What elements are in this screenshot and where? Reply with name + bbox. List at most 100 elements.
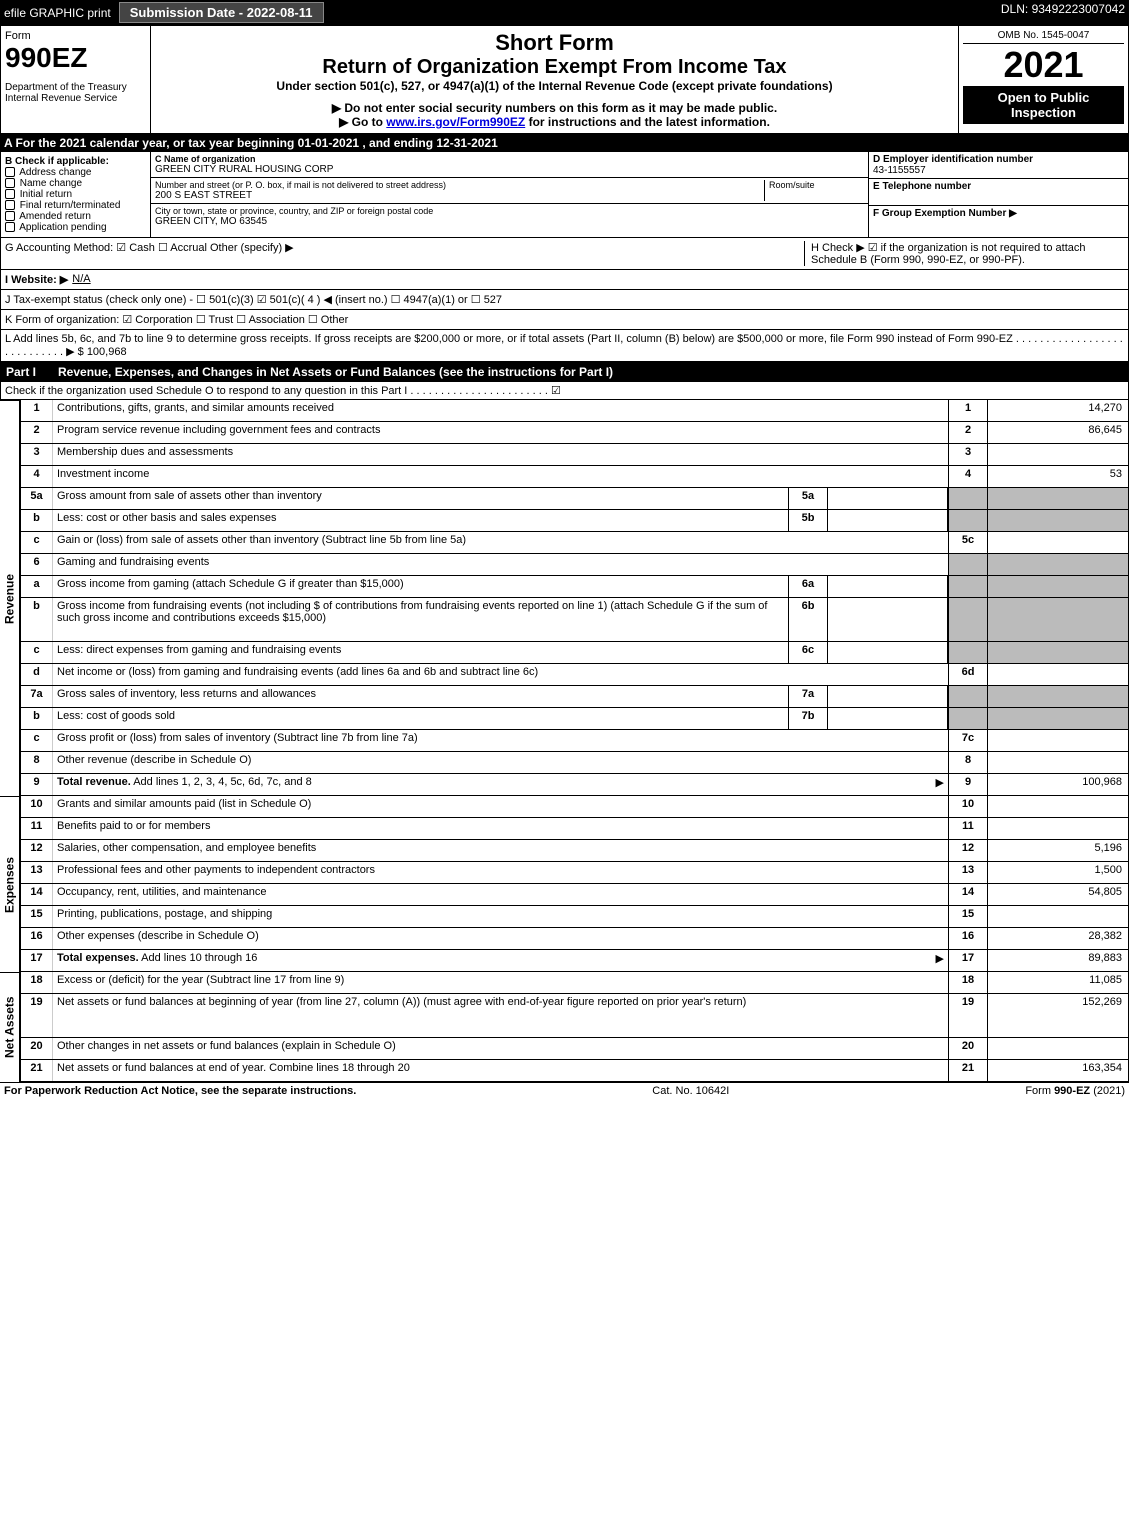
line-mid-ref: 6a xyxy=(788,576,828,597)
line-value: 28,382 xyxy=(988,928,1128,949)
line-ref xyxy=(948,576,988,597)
line-value xyxy=(988,576,1128,597)
row-k: K Form of organization: ☑ Corporation ☐ … xyxy=(0,310,1129,330)
line-value: 89,883 xyxy=(988,950,1128,971)
line-row: dNet income or (loss) from gaming and fu… xyxy=(20,664,1129,686)
checkbox-item: Address change xyxy=(5,167,146,178)
line-row: 21Net assets or fund balances at end of … xyxy=(20,1060,1129,1082)
netassets-sidebar: Net Assets xyxy=(0,972,20,1082)
line-number: b xyxy=(21,510,53,531)
line-row: bLess: cost or other basis and sales exp… xyxy=(20,510,1129,532)
col-b-checkboxes: B Check if applicable: Address change Na… xyxy=(1,152,151,237)
line-number: 7a xyxy=(21,686,53,707)
line-value xyxy=(988,818,1128,839)
footer-right: Form 990-EZ (2021) xyxy=(1025,1085,1125,1097)
line-value: 152,269 xyxy=(988,994,1128,1037)
line-description: Occupancy, rent, utilities, and maintena… xyxy=(53,884,948,905)
line-number: 1 xyxy=(21,400,53,421)
j-status: J Tax-exempt status (check only one) - ☐… xyxy=(5,293,502,306)
line-value xyxy=(988,510,1128,531)
efile-label: efile GRAPHIC print xyxy=(4,6,111,20)
line-number: c xyxy=(21,532,53,553)
line-description: Total revenue. Add lines 1, 2, 3, 4, 5c,… xyxy=(53,774,948,795)
line-value: 11,085 xyxy=(988,972,1128,993)
line-number: b xyxy=(21,598,53,641)
k-form-org: K Form of organization: ☑ Corporation ☐ … xyxy=(5,313,348,326)
footer-left: For Paperwork Reduction Act Notice, see … xyxy=(4,1085,356,1097)
org-name: GREEN CITY RURAL HOUSING CORP xyxy=(155,164,864,175)
line-ref: 19 xyxy=(948,994,988,1037)
line-ref xyxy=(948,554,988,575)
line-row: 11Benefits paid to or for members11 xyxy=(20,818,1129,840)
line-ref: 12 xyxy=(948,840,988,861)
line-number: 15 xyxy=(21,906,53,927)
irs-link[interactable]: www.irs.gov/Form990EZ xyxy=(386,115,525,129)
line-description: Net assets or fund balances at beginning… xyxy=(53,994,948,1037)
line-ref: 5c xyxy=(948,532,988,553)
part-1-header: Part I Revenue, Expenses, and Changes in… xyxy=(0,362,1129,382)
line-mid-value xyxy=(828,708,948,729)
line-description: Less: cost or other basis and sales expe… xyxy=(53,510,788,531)
line-value xyxy=(988,752,1128,773)
line-ref: 17 xyxy=(948,950,988,971)
checkbox-item: Name change xyxy=(5,178,146,189)
line-number: 4 xyxy=(21,466,53,487)
line-value: 53 xyxy=(988,466,1128,487)
form-word: Form xyxy=(5,30,146,42)
line-row: 7aGross sales of inventory, less returns… xyxy=(20,686,1129,708)
line-row: 10Grants and similar amounts paid (list … xyxy=(20,796,1129,818)
line-ref: 6d xyxy=(948,664,988,685)
line-ref: 3 xyxy=(948,444,988,465)
ein-value: 43-1155557 xyxy=(873,165,1124,176)
line-row: cLess: direct expenses from gaming and f… xyxy=(20,642,1129,664)
line-description: Excess or (deficit) for the year (Subtra… xyxy=(53,972,948,993)
line-description: Salaries, other compensation, and employ… xyxy=(53,840,948,861)
line-number: 19 xyxy=(21,994,53,1037)
footer: For Paperwork Reduction Act Notice, see … xyxy=(0,1082,1129,1099)
line-value: 1,500 xyxy=(988,862,1128,883)
line-ref: 16 xyxy=(948,928,988,949)
line-number: 10 xyxy=(21,796,53,817)
line-ref: 15 xyxy=(948,906,988,927)
c-street-label: Number and street (or P. O. box, if mail… xyxy=(155,180,764,190)
row-l: L Add lines 5b, 6c, and 7b to line 9 to … xyxy=(0,330,1129,362)
sub-title-1: Under section 501(c), 527, or 4947(a)(1)… xyxy=(159,79,950,93)
line-value xyxy=(988,664,1128,685)
top-bar: efile GRAPHIC print Submission Date - 20… xyxy=(0,0,1129,25)
line-number: 8 xyxy=(21,752,53,773)
line-value xyxy=(988,730,1128,751)
line-description: Gain or (loss) from sale of assets other… xyxy=(53,532,948,553)
line-description: Gross income from fundraising events (no… xyxy=(53,598,788,641)
line-mid-ref: 5b xyxy=(788,510,828,531)
org-street: 200 S EAST STREET xyxy=(155,190,764,201)
line-value xyxy=(988,444,1128,465)
row-a-period: A For the 2021 calendar year, or tax yea… xyxy=(0,134,1129,152)
checkbox-item: Amended return xyxy=(5,211,146,222)
line-ref xyxy=(948,598,988,641)
line-number: 11 xyxy=(21,818,53,839)
line-description: Total expenses. Add lines 10 through 16 … xyxy=(53,950,948,971)
line-row: 12Salaries, other compensation, and empl… xyxy=(20,840,1129,862)
line-number: 12 xyxy=(21,840,53,861)
line-value xyxy=(988,686,1128,707)
line-description: Professional fees and other payments to … xyxy=(53,862,948,883)
line-value xyxy=(988,796,1128,817)
row-i: I Website: ▶ N/A xyxy=(0,270,1129,290)
part-1-check: Check if the organization used Schedule … xyxy=(0,382,1129,400)
line-row: 5aGross amount from sale of assets other… xyxy=(20,488,1129,510)
c-city-label: City or town, state or province, country… xyxy=(155,206,864,216)
line-value xyxy=(988,598,1128,641)
line-description: Printing, publications, postage, and shi… xyxy=(53,906,948,927)
line-description: Net assets or fund balances at end of ye… xyxy=(53,1060,948,1081)
line-value: 14,270 xyxy=(988,400,1128,421)
e-label: E Telephone number xyxy=(873,181,1124,192)
line-row: 13Professional fees and other payments t… xyxy=(20,862,1129,884)
line-value xyxy=(988,532,1128,553)
expenses-sidebar: Expenses xyxy=(0,796,20,972)
submission-date: Submission Date - 2022-08-11 xyxy=(119,2,324,23)
col-b-title: B Check if applicable: xyxy=(5,156,146,167)
line-number: c xyxy=(21,730,53,751)
line-description: Gross amount from sale of assets other t… xyxy=(53,488,788,509)
room-suite-label: Room/suite xyxy=(764,180,864,201)
line-description: Less: cost of goods sold xyxy=(53,708,788,729)
